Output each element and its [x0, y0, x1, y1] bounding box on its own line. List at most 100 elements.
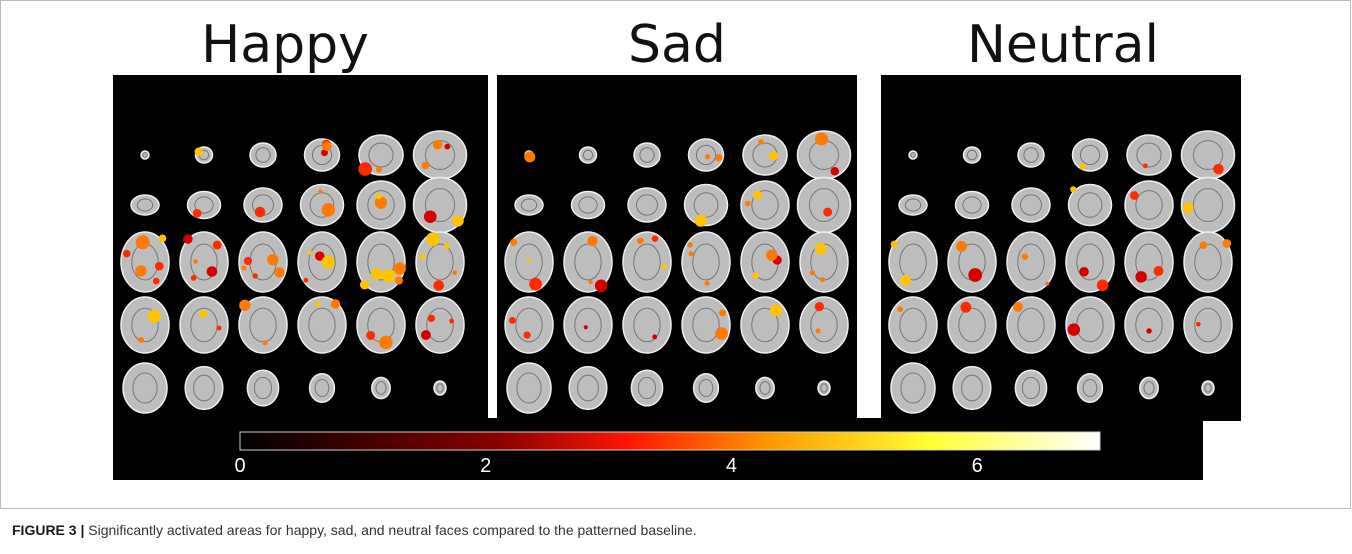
- activation-blob: [652, 235, 658, 241]
- activation-blob: [1070, 186, 1076, 192]
- activation-blob: [815, 133, 828, 146]
- activation-blob: [303, 278, 308, 283]
- brain-slice: [800, 297, 848, 353]
- activation-blob: [770, 304, 782, 316]
- activation-blob: [444, 144, 450, 150]
- activation-blob: [148, 310, 161, 323]
- brain-slice: [682, 297, 730, 353]
- brain-slice: [891, 363, 935, 413]
- brain-slice: [800, 232, 848, 292]
- activation-blob: [193, 259, 198, 264]
- activation-blob: [244, 257, 252, 265]
- activation-blob: [395, 276, 403, 284]
- activation-blob: [379, 336, 392, 349]
- activation-blob: [715, 154, 722, 161]
- activation-blob: [758, 139, 763, 144]
- brain-slice: [1078, 374, 1103, 402]
- activation-blob: [375, 196, 387, 208]
- panel-title: Sad: [628, 15, 726, 75]
- activation-blob: [183, 234, 192, 243]
- activation-blob: [155, 262, 164, 271]
- panel-title: Happy: [201, 15, 369, 75]
- activation-blob: [662, 264, 667, 269]
- colorbar-tick-label: 4: [726, 455, 737, 477]
- brain-slice: [1202, 381, 1214, 395]
- activation-blob: [1183, 202, 1194, 213]
- activation-blob: [419, 254, 425, 260]
- brain-slice: [372, 377, 390, 398]
- activation-blob: [529, 278, 542, 291]
- activation-blob: [449, 319, 454, 324]
- colorbar: [240, 432, 1100, 450]
- activation-blob: [426, 232, 440, 246]
- activation-blob: [897, 306, 903, 312]
- activation-blob: [371, 268, 383, 280]
- activation-blob: [452, 270, 457, 275]
- brain-slice: [434, 381, 446, 395]
- brain-slice: [188, 192, 221, 219]
- brain-slice: [948, 232, 996, 292]
- activation-blob: [689, 251, 694, 256]
- activation-blob: [745, 201, 751, 207]
- caption: FIGURE 3 | Significantly activated areas…: [12, 522, 697, 538]
- activation-blob: [816, 328, 821, 333]
- activation-blob: [135, 265, 146, 276]
- activation-blob: [1223, 239, 1232, 248]
- brain-slice: [1184, 297, 1232, 353]
- caption-label: FIGURE 3 |: [12, 522, 84, 538]
- brain-slice: [1012, 188, 1050, 222]
- activation-blob: [217, 326, 222, 331]
- activation-blob: [136, 235, 150, 249]
- activation-blob: [766, 249, 777, 260]
- colorbar-tick-label: 0: [234, 455, 245, 477]
- activation-blob: [810, 270, 815, 275]
- activation-blob: [239, 300, 250, 311]
- brain-slice: [247, 370, 278, 406]
- activation-blob: [428, 315, 435, 322]
- brain-slice: [414, 131, 467, 179]
- activation-blob: [753, 191, 762, 200]
- activation-blob: [433, 280, 444, 291]
- activation-blob: [1080, 163, 1086, 169]
- activation-blob: [274, 267, 284, 277]
- brain-slice: [756, 377, 774, 398]
- activation-blob: [366, 331, 375, 340]
- brain-slice: [889, 297, 937, 353]
- activation-blob: [444, 243, 450, 249]
- activation-blob: [589, 280, 593, 284]
- brain-slice: [631, 370, 662, 406]
- brain-slice: [569, 367, 607, 410]
- activation-blob: [358, 162, 372, 176]
- brain-slice: [131, 195, 159, 215]
- activation-blob: [315, 301, 320, 306]
- activation-blob: [241, 266, 246, 271]
- brain-slice: [250, 143, 276, 167]
- activation-blob: [815, 302, 824, 311]
- colorbar-tick-label: 2: [480, 455, 491, 477]
- brain-slice: [741, 297, 789, 353]
- brain-slice: [180, 297, 228, 353]
- activation-blob: [252, 273, 257, 278]
- activation-blob: [815, 243, 827, 255]
- activation-blob: [255, 207, 266, 218]
- activation-blob: [433, 140, 442, 149]
- brain-slice: [185, 367, 223, 410]
- brain-slice: [1015, 370, 1046, 406]
- brain-slice: [623, 232, 671, 292]
- activation-blob: [159, 235, 167, 243]
- activation-blob: [263, 340, 268, 345]
- activation-blob: [524, 331, 531, 338]
- activation-blob: [422, 162, 430, 170]
- activation-blob: [715, 327, 728, 340]
- activation-blob: [1135, 271, 1147, 283]
- brain-slice: [798, 178, 851, 233]
- activation-blob: [452, 215, 463, 226]
- activation-blob: [382, 269, 395, 282]
- caption-text: Significantly activated areas for happy,…: [88, 522, 696, 538]
- brain-slice: [244, 188, 282, 222]
- activation-blob: [587, 236, 597, 246]
- brain-slice: [628, 188, 666, 222]
- activation-blob: [968, 268, 982, 282]
- activation-blob: [424, 210, 437, 223]
- activation-blob: [595, 280, 607, 292]
